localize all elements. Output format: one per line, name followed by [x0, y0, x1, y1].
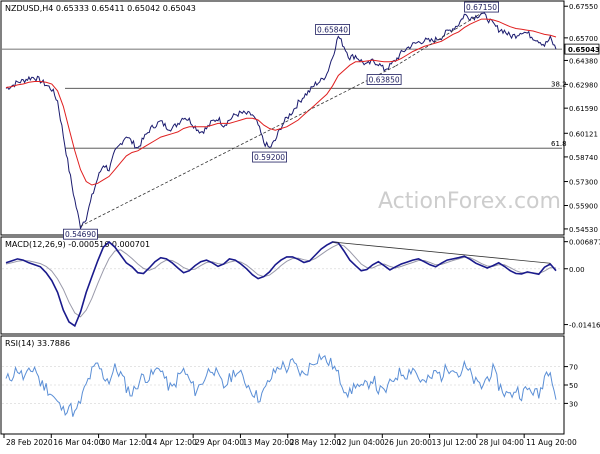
- rsi-panel-title: RSI(14) 33.7886: [5, 339, 70, 348]
- last-price-label: 0.65043: [568, 46, 600, 54]
- y-tick-label: 0.00: [569, 266, 585, 274]
- price-trendline: [80, 65, 396, 227]
- last-price-tag: [564, 43, 600, 55]
- y-tick-label: 0.54530: [569, 226, 598, 234]
- price-annotation-label: 0.59200: [254, 153, 285, 162]
- price-annotation-box: [252, 151, 287, 163]
- price-annotation-box: [315, 24, 350, 35]
- y-tick-label: 0.006877: [569, 239, 600, 247]
- y-tick-label: 0.65700: [569, 35, 598, 43]
- x-tick-label: 30 Mar 12:00: [101, 438, 151, 447]
- y-tick-label: 0.57300: [569, 179, 598, 187]
- x-tick-label: 29 Apr 04:00: [195, 438, 244, 447]
- price-annotation-label: 0.63850: [369, 76, 400, 85]
- price-annotation-box: [464, 1, 499, 13]
- x-tick-label: 28 Jul 04:00: [479, 438, 524, 447]
- moving-average-series: [5, 18, 557, 186]
- price-annotation-box: [63, 228, 98, 240]
- x-tick-label: 13 May 20:00: [242, 438, 294, 447]
- price-panel: [0, 0, 565, 236]
- y-tick-label: 30: [569, 400, 578, 408]
- y-tick-label: 0.61590: [569, 105, 598, 113]
- macd-panel-title: MACD(12,26,9) -0.000516 0.000701: [5, 240, 150, 249]
- x-tick-label: 26 Jun 20:00: [384, 438, 432, 447]
- y-tick-label: 50: [569, 382, 578, 390]
- macd-panel: [0, 236, 565, 335]
- fib-level-label: 61.8: [551, 140, 567, 148]
- price-annotation-label: 0.67150: [466, 3, 497, 12]
- x-tick-label: 13 Jul 12:00: [432, 438, 477, 447]
- macd-trendline: [332, 241, 551, 264]
- x-tick-label: 12 Jun 04:00: [337, 438, 385, 447]
- x-tick-label: 11 Aug 20:00: [526, 438, 577, 447]
- x-tick-label: 16 Mar 04:00: [53, 438, 103, 447]
- price-trendline-ext: [395, 12, 482, 67]
- fib-level-label: 38.2: [551, 80, 567, 88]
- macd-series: [5, 240, 557, 328]
- price-series: [5, 12, 557, 230]
- y-tick-label: 70: [569, 364, 578, 372]
- x-tick-label: 28 Feb 2020: [6, 438, 53, 447]
- rsi-series: [5, 352, 557, 417]
- y-tick-label: 0.58740: [569, 154, 598, 162]
- x-tick-label: 14 Apr 12:00: [148, 438, 197, 447]
- y-tick-label: 0.60121: [569, 130, 598, 138]
- price-annotation-box: [366, 74, 402, 85]
- y-tick-label: 0.64380: [569, 57, 598, 65]
- x-tick-label: 28 May 12:00: [290, 438, 342, 447]
- watermark: ActionForex.com: [378, 189, 561, 214]
- price-annotation-label: 0.65840: [317, 25, 348, 34]
- price-annotation-label: 0.54690: [65, 230, 96, 239]
- macd-signal-series: [5, 243, 557, 318]
- y-tick-label: 0.62980: [569, 81, 598, 89]
- y-tick-label: 0.67550: [569, 3, 598, 11]
- y-tick-label: 0.55900: [569, 202, 598, 210]
- price-panel-title: NZDUSD,H4 0.65333 0.65411 0.65042 0.6504…: [5, 4, 196, 13]
